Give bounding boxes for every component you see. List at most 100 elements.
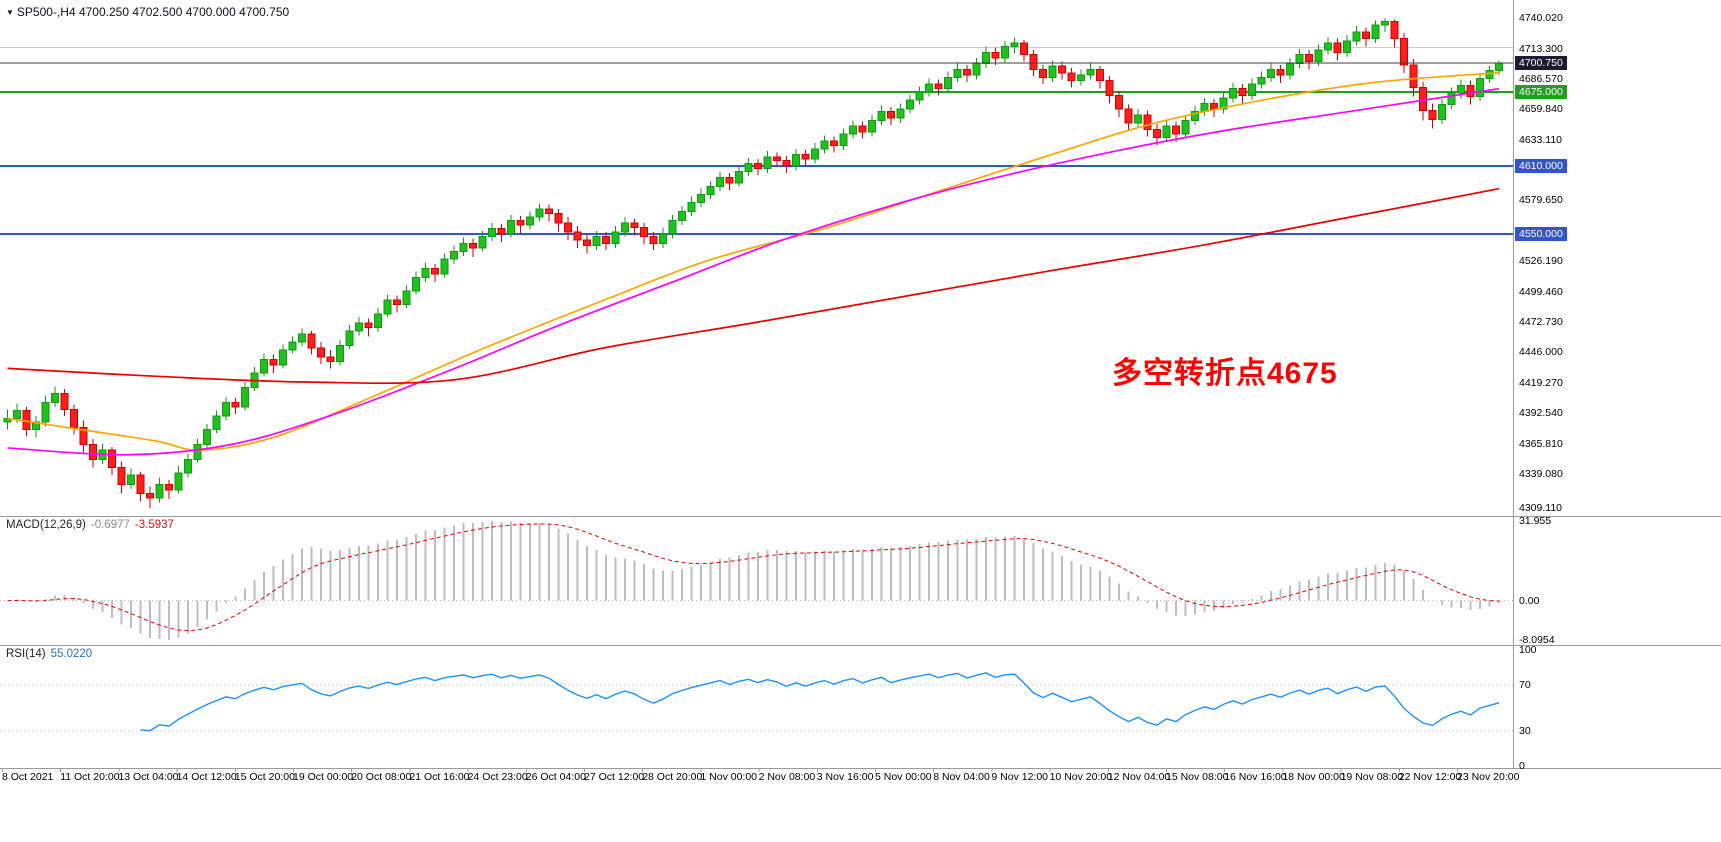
- candle: [279, 349, 287, 366]
- price-axis-label: 4419.270: [1519, 376, 1563, 389]
- price-axis-label: 4365.810: [1519, 437, 1563, 450]
- price-axis-label: 4309.110: [1519, 502, 1563, 515]
- candle: [839, 133, 848, 147]
- candle: [782, 159, 791, 167]
- candle: [1086, 68, 1095, 76]
- price-axis-label: 4339.080: [1519, 467, 1563, 480]
- candle: [127, 474, 135, 485]
- candle: [526, 216, 534, 226]
- candle: [70, 408, 78, 428]
- candle: [326, 356, 335, 363]
- candle: [659, 233, 667, 244]
- price-axis-label: 4579.650: [1519, 194, 1563, 207]
- candle: [345, 330, 354, 347]
- candle: [982, 51, 990, 65]
- candle: [811, 148, 819, 160]
- current-price-badge: 4700.750: [1515, 55, 1567, 70]
- candle: [1495, 62, 1503, 71]
- candle: [972, 63, 981, 76]
- candle: [592, 235, 601, 247]
- candle: [820, 140, 829, 150]
- candle: [241, 387, 249, 408]
- candle: [1001, 46, 1009, 59]
- time-axis-label: 23 Nov 20:00: [1457, 771, 1520, 783]
- candle: [184, 458, 192, 474]
- candle: [1200, 102, 1209, 112]
- time-axis-label: 19 Nov 08:00: [1340, 771, 1404, 783]
- candle: [79, 426, 88, 446]
- annotation-text[interactable]: 多空转折点4675: [1112, 357, 1338, 390]
- candle: [1039, 68, 1047, 78]
- candle: [1077, 74, 1085, 82]
- candle: [1096, 68, 1104, 82]
- candle: [174, 472, 183, 491]
- candle: [269, 358, 278, 366]
- candle: [1257, 76, 1266, 85]
- price-axis-label: 4392.540: [1519, 407, 1563, 420]
- candle: [336, 345, 344, 363]
- macd-header: MACD(12,26,9) -0.6977 -3.5937: [6, 519, 174, 531]
- rsi-name-label: RSI(14): [6, 648, 46, 660]
- macd-scale-max: 31.955: [1519, 515, 1552, 527]
- candle: [1409, 64, 1418, 89]
- candle: [535, 208, 544, 218]
- macd-scale-zero: 0.00: [1519, 594, 1540, 607]
- ma-fast-orange: [7, 71, 1500, 452]
- candle: [1105, 80, 1114, 96]
- candle: [1153, 129, 1161, 139]
- time-axis-label: 18 Nov 00:00: [1282, 771, 1345, 783]
- candle: [1485, 69, 1494, 79]
- candle: [1219, 97, 1228, 110]
- time-axis-label: 3 Nov 16:00: [816, 771, 874, 783]
- candle: [1333, 42, 1342, 53]
- price-axis-label: 4526.190: [1519, 255, 1563, 268]
- rsi-scale-30: 30: [1519, 725, 1531, 738]
- level-badge-4675: 4675.000: [1515, 85, 1567, 100]
- candle: [1134, 114, 1142, 124]
- candle: [1286, 63, 1294, 76]
- candle: [383, 299, 392, 315]
- candle: [687, 201, 696, 212]
- candle: [1324, 42, 1332, 51]
- candle: [1172, 125, 1180, 135]
- rsi-header: RSI(14) 55.0220: [6, 648, 92, 660]
- candle: [469, 242, 477, 249]
- price-axis-label: 4472.730: [1519, 316, 1563, 329]
- candle: [355, 322, 363, 332]
- time-axis-label: 8 Nov 04:00: [933, 771, 990, 783]
- candle: [925, 83, 933, 93]
- candle: [117, 466, 126, 485]
- macd-scale-min: -8.0954: [1519, 634, 1555, 646]
- candle: [668, 220, 677, 235]
- candle: [1191, 110, 1199, 122]
- candle: [1466, 84, 1475, 98]
- candle: [706, 185, 715, 195]
- candle: [1058, 65, 1066, 74]
- price-axis-label: 4499.460: [1519, 285, 1563, 298]
- candle: [516, 220, 525, 226]
- candle: [1305, 54, 1313, 62]
- candle: [222, 401, 230, 417]
- candle: [1010, 42, 1019, 48]
- rsi-scale-70: 70: [1519, 678, 1531, 691]
- candle: [792, 154, 800, 167]
- candle: [412, 276, 420, 292]
- candle: [1390, 21, 1399, 40]
- candle: [554, 213, 563, 224]
- candle: [1267, 68, 1275, 78]
- candle: [953, 68, 962, 78]
- candle: [583, 239, 591, 247]
- candle: [51, 392, 59, 403]
- candle: [459, 242, 468, 252]
- candle: [1438, 104, 1446, 120]
- candle: [887, 110, 895, 119]
- candle: [231, 401, 240, 408]
- price-axis-label: 4446.000: [1519, 346, 1563, 359]
- candle: [478, 235, 487, 249]
- time-axis-label: 22 Nov 12:00: [1398, 771, 1462, 783]
- symbol-ohlc-label: SP500-,H4 4700.250 4702.500 4700.000 470…: [16, 5, 290, 19]
- candle: [1143, 114, 1152, 131]
- candle: [877, 110, 886, 122]
- candle: [801, 154, 810, 160]
